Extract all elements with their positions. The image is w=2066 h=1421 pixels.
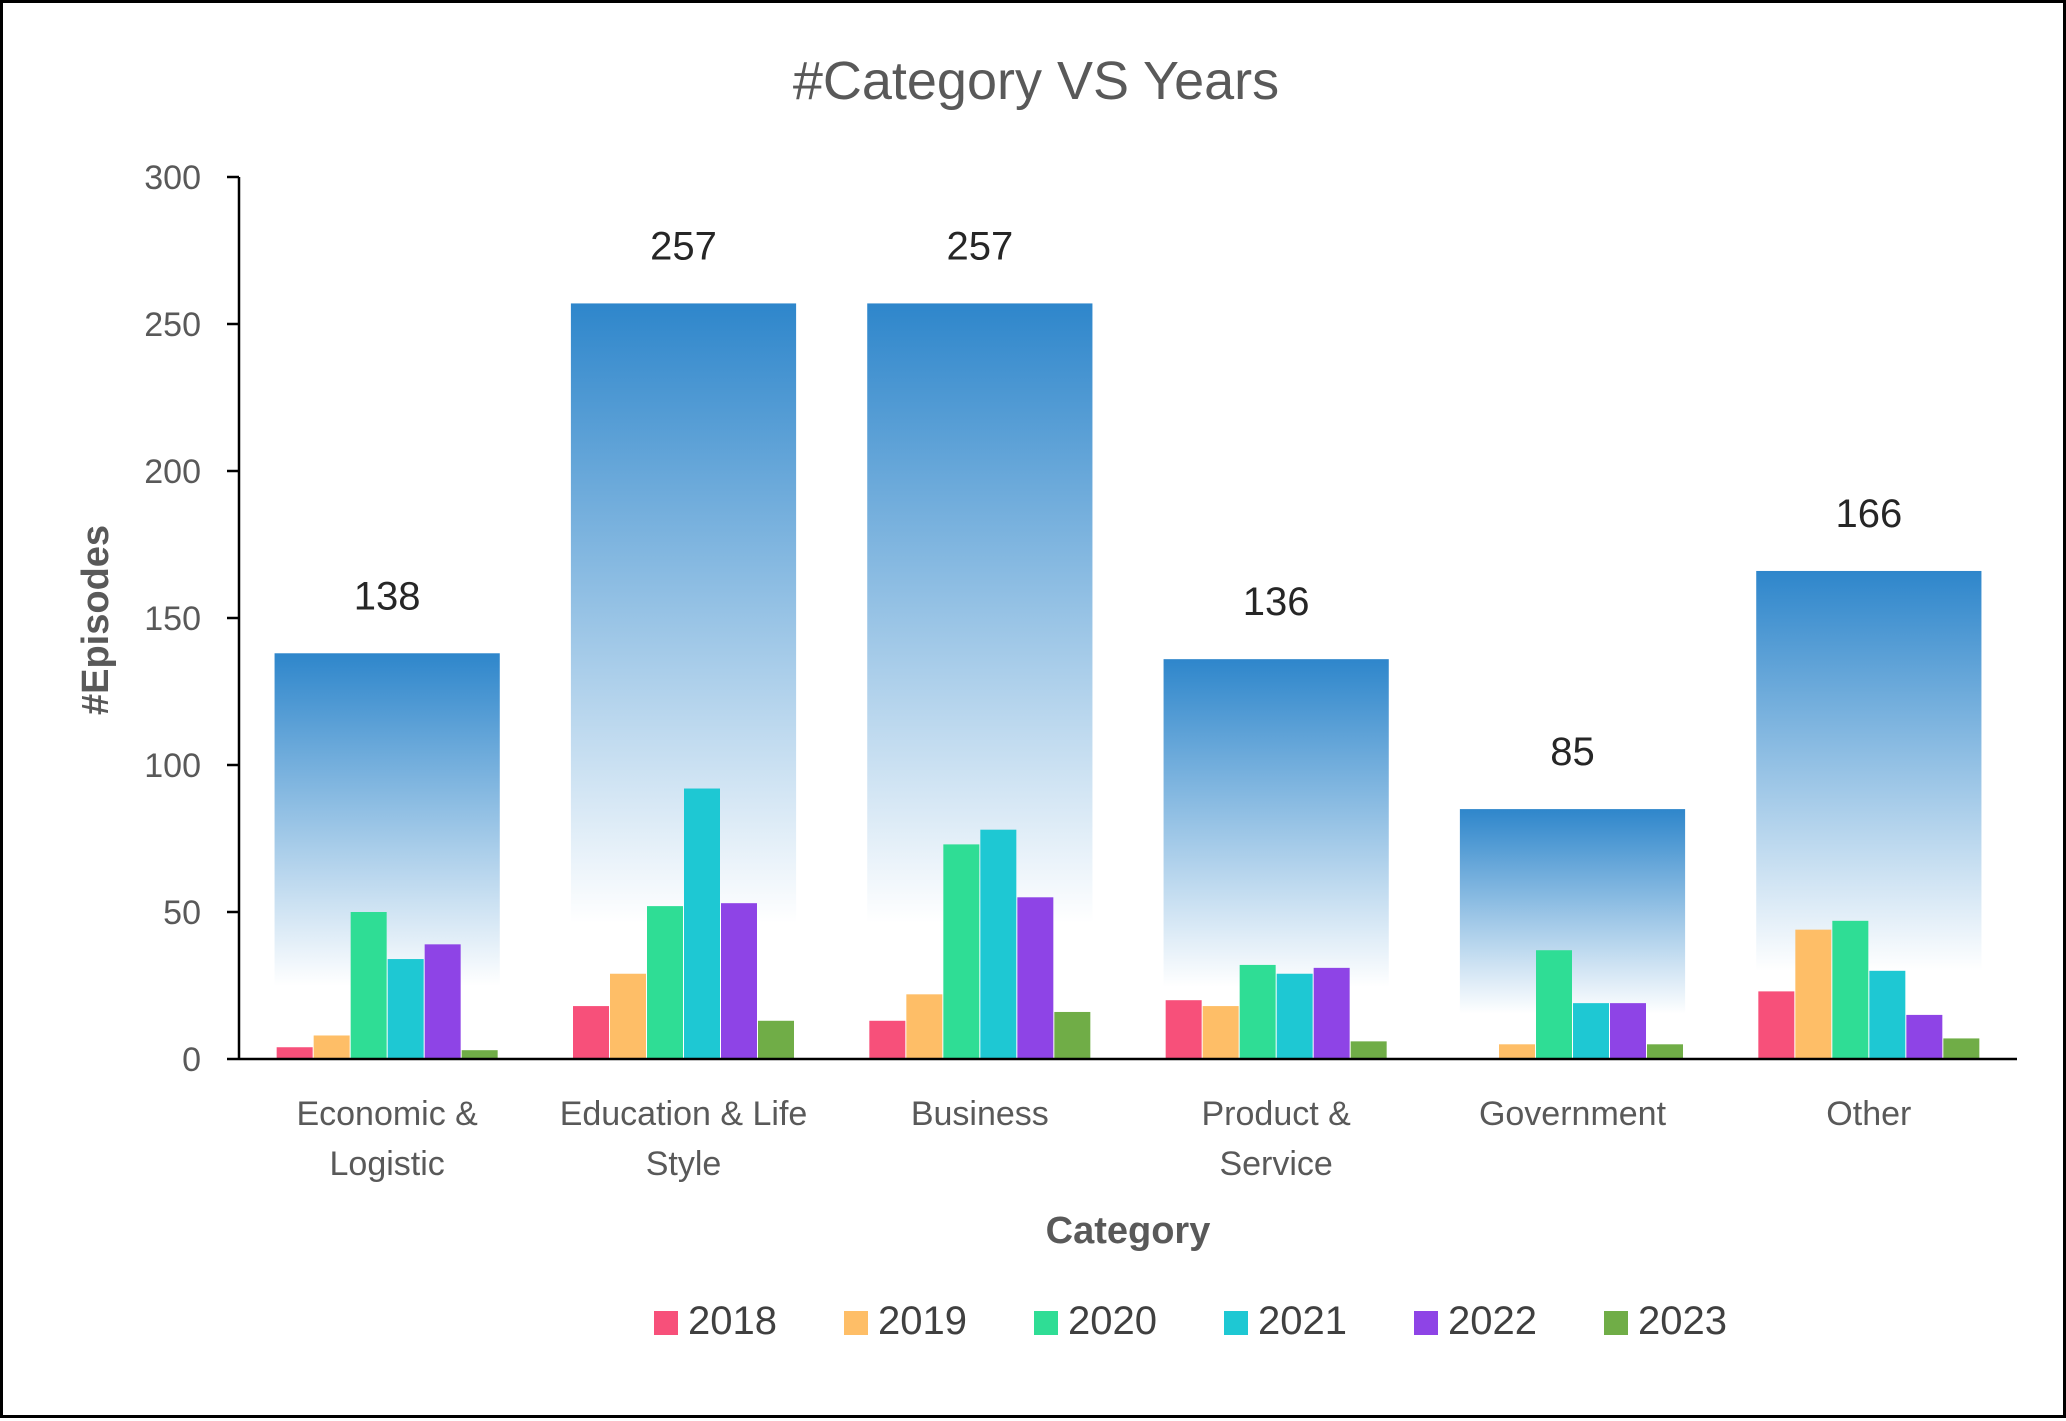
x-tick-labels: Economic & Logistic Education & Life Style B… bbox=[296, 1095, 1911, 1183]
y-tick-label: 0 bbox=[182, 1041, 201, 1079]
total-data-label: 138 bbox=[354, 574, 421, 618]
legend-swatch bbox=[1034, 1311, 1058, 1335]
x-tick-label: Other bbox=[1826, 1095, 1911, 1133]
total-data-label: 257 bbox=[650, 224, 717, 268]
x-tick-label-line: Business bbox=[911, 1095, 1049, 1133]
legend-label: 2021 bbox=[1258, 1299, 1347, 1343]
bar-2023 bbox=[758, 1020, 794, 1059]
bar-2020 bbox=[1239, 964, 1276, 1059]
y-tick-label: 200 bbox=[144, 453, 201, 491]
total-data-labels: 138 257 257 136 85 166 bbox=[354, 224, 1902, 774]
total-bar bbox=[1163, 659, 1389, 1059]
bar-2021 bbox=[387, 959, 424, 1059]
legend-item-2019: 2019 bbox=[844, 1299, 967, 1343]
legend-label: 2022 bbox=[1448, 1299, 1537, 1343]
bar-2023 bbox=[1054, 1011, 1091, 1059]
bar-2023 bbox=[461, 1050, 498, 1059]
bar-2018 bbox=[1165, 1000, 1202, 1059]
y-axis-title: #Episodes bbox=[75, 525, 117, 715]
legend-item-2018: 2018 bbox=[654, 1299, 777, 1343]
bar-2022 bbox=[721, 903, 757, 1059]
x-tick-label-line: Other bbox=[1826, 1095, 1911, 1133]
bar-2023 bbox=[1350, 1041, 1387, 1059]
x-tick-label-line: Style bbox=[646, 1145, 722, 1183]
x-tick-label-line: Economic & bbox=[296, 1095, 478, 1133]
bar-2020 bbox=[943, 844, 980, 1059]
y-tick-label: 100 bbox=[144, 747, 201, 785]
total-data-label: 257 bbox=[946, 224, 1013, 268]
total-bar bbox=[1459, 809, 1686, 1059]
year-bars bbox=[276, 788, 1980, 1059]
bar-2021 bbox=[1276, 973, 1313, 1059]
legend-label: 2023 bbox=[1638, 1299, 1727, 1343]
x-tick-label: Business bbox=[911, 1095, 1049, 1133]
total-bars bbox=[274, 303, 1982, 1059]
legend-label: 2019 bbox=[878, 1299, 967, 1343]
x-tick-label-line: Service bbox=[1219, 1145, 1332, 1183]
total-bar bbox=[274, 653, 500, 1059]
total-data-label: 85 bbox=[1550, 730, 1595, 774]
legend-swatch bbox=[1224, 1311, 1248, 1335]
bar-2019 bbox=[1499, 1044, 1535, 1059]
bar-2020 bbox=[1536, 950, 1572, 1059]
x-tick-label-line: Education & Life bbox=[560, 1095, 808, 1133]
total-bar bbox=[570, 303, 797, 1059]
bar-2023 bbox=[1647, 1044, 1683, 1059]
x-tick-label: Government bbox=[1479, 1095, 1667, 1133]
y-tick-label: 150 bbox=[144, 600, 201, 638]
x-tick-label-line: Product & bbox=[1202, 1095, 1352, 1133]
total-data-label: 166 bbox=[1835, 492, 1902, 536]
bar-2022 bbox=[1313, 967, 1350, 1059]
x-tick-label: Economic & Logistic bbox=[296, 1095, 478, 1183]
y-tick-labels: 0 50 100 150 200 250 300 bbox=[144, 159, 201, 1079]
total-data-label: 136 bbox=[1243, 580, 1310, 624]
total-bar bbox=[867, 303, 1093, 1059]
bar-2021 bbox=[1869, 970, 1906, 1059]
bar-2022 bbox=[1906, 1014, 1943, 1059]
y-tick-label: 50 bbox=[163, 894, 201, 932]
x-tick-label-line: Logistic bbox=[330, 1145, 445, 1183]
legend-swatch bbox=[844, 1311, 868, 1335]
x-tick-label-line: Government bbox=[1479, 1095, 1667, 1133]
legend-item-2020: 2020 bbox=[1034, 1299, 1157, 1343]
legend-swatch bbox=[1414, 1311, 1438, 1335]
bar-2021 bbox=[980, 829, 1017, 1059]
bar-2022 bbox=[1017, 897, 1054, 1059]
bar-2021 bbox=[684, 788, 720, 1059]
y-tick-label: 300 bbox=[144, 159, 201, 197]
legend-label: 2018 bbox=[688, 1299, 777, 1343]
bar-2022 bbox=[1610, 1003, 1646, 1059]
bar-2020 bbox=[647, 906, 683, 1059]
legend-item-2021: 2021 bbox=[1224, 1299, 1347, 1343]
category-vs-years-chart: #Category VS Years Category #Episodes 13… bbox=[75, 51, 2017, 1343]
bar-2018 bbox=[1758, 991, 1795, 1059]
legend-swatch bbox=[654, 1311, 678, 1335]
x-tick-label: Product & Service bbox=[1202, 1095, 1352, 1183]
bar-2019 bbox=[1795, 929, 1832, 1059]
bar-2019 bbox=[313, 1035, 350, 1059]
x-tick-label: Education & Life Style bbox=[560, 1095, 808, 1183]
bar-2022 bbox=[424, 944, 461, 1059]
bar-2023 bbox=[1943, 1038, 1980, 1059]
bar-2019 bbox=[906, 994, 943, 1059]
legend-item-2023: 2023 bbox=[1604, 1299, 1727, 1343]
bar-2018 bbox=[276, 1047, 313, 1059]
legend-swatch bbox=[1604, 1311, 1628, 1335]
legend: 2018 2019 2020 2021 2022 2023 bbox=[654, 1299, 1727, 1343]
legend-item-2022: 2022 bbox=[1414, 1299, 1537, 1343]
bar-2021 bbox=[1573, 1003, 1609, 1059]
bar-2020 bbox=[350, 912, 387, 1059]
x-axis-title: Category bbox=[1046, 1210, 1211, 1252]
total-bar bbox=[1756, 570, 1982, 1059]
bar-2019 bbox=[1202, 1006, 1239, 1059]
y-tick-label: 250 bbox=[144, 306, 201, 344]
bar-2020 bbox=[1832, 920, 1869, 1059]
bar-2018 bbox=[573, 1006, 609, 1059]
axes bbox=[227, 175, 2017, 1061]
chart-title: #Category VS Years bbox=[793, 51, 1279, 111]
bar-2019 bbox=[610, 973, 646, 1059]
bar-2018 bbox=[869, 1020, 906, 1059]
legend-label: 2020 bbox=[1068, 1299, 1157, 1343]
